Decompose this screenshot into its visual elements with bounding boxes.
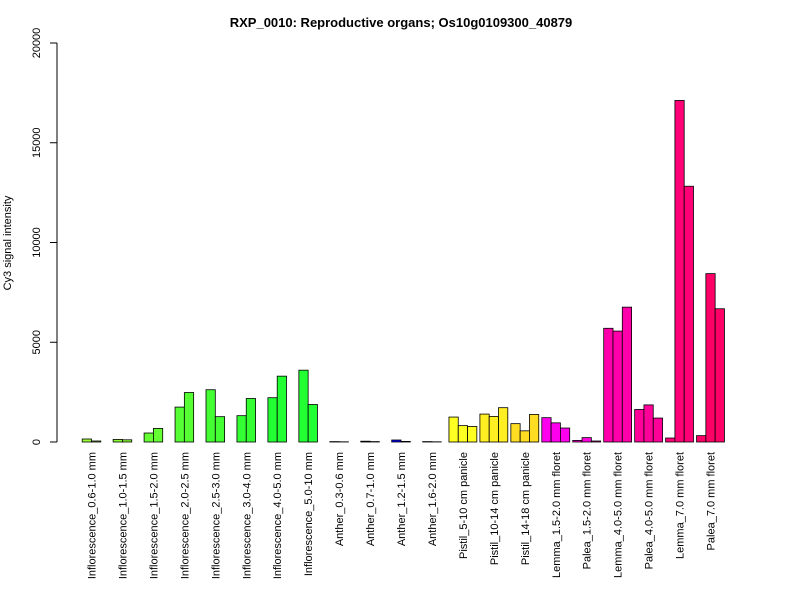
- y-tick-label: 15000: [31, 127, 43, 158]
- x-tick-label: Inflorescence_1.0-1.5 mm: [118, 452, 130, 579]
- bar: [612, 330, 623, 443]
- x-tick-label: Pistil_14-18 cm panicle: [520, 452, 532, 565]
- y-axis: 0 5000 10000 15000 20000: [31, 28, 58, 445]
- bar: [510, 423, 521, 443]
- x-tick-label: Pistil_10-14 cm panicle: [489, 452, 501, 565]
- bar: [152, 428, 164, 443]
- x-tick-label: Inflorescence_4.0-5.0 mm: [272, 452, 284, 579]
- bar: [457, 425, 468, 443]
- bar: [634, 409, 645, 443]
- bar: [488, 416, 499, 443]
- bar: [581, 437, 592, 443]
- bar: [360, 440, 371, 443]
- bars-group: [81, 100, 725, 443]
- bar: [479, 413, 490, 443]
- bar: [696, 435, 707, 443]
- y-tick-label: 5000: [31, 330, 43, 354]
- bar: [498, 407, 509, 443]
- x-tick-label: Lemma_7.0 mm floret: [675, 452, 687, 559]
- bar: [467, 426, 478, 443]
- bar: [236, 415, 247, 443]
- bar: [448, 416, 459, 443]
- y-axis-label: Cy3 signal intensity: [2, 195, 14, 290]
- x-tick-label: Inflorescence_2.0-2.5 mm: [179, 452, 191, 579]
- y-tick-label: 10000: [31, 227, 43, 258]
- bar: [245, 398, 256, 443]
- bar: [560, 427, 571, 443]
- x-tick-label: Inflorescence_0.6-1.0 mm: [87, 452, 99, 579]
- bar: [572, 439, 583, 443]
- bar: [400, 440, 411, 443]
- bar: [214, 416, 226, 443]
- x-tick-label: Palea_7.0 mm floret: [706, 452, 718, 550]
- x-labels-group: Inflorescence_0.6-1.0 mm Inflorescence_1.…: [87, 452, 718, 579]
- bar: [674, 100, 685, 443]
- bar: [643, 404, 654, 443]
- bar: [665, 437, 676, 443]
- bar: [112, 439, 123, 443]
- bar: [590, 440, 602, 443]
- y-tick-label: 20000: [31, 28, 43, 59]
- x-tick-label: Palea_4.0-5.0 mm floret: [644, 452, 656, 569]
- x-tick-label: Lemma_1.5-2.0 mm floret: [551, 452, 563, 578]
- chart-title: RXP_0010: Reproductive organs; Os10g0109…: [230, 15, 573, 30]
- bar: [122, 439, 133, 443]
- x-tick-label: Pistil_5-10 cm panicle: [458, 452, 470, 559]
- bar: [621, 306, 632, 443]
- bar: [603, 327, 614, 443]
- x-tick-label: Inflorescence_3.0-4.0 mm: [241, 452, 253, 579]
- bar: [276, 375, 287, 443]
- x-tick-label: Palea_1.5-2.0 mm floret: [582, 452, 594, 569]
- bar: [529, 414, 540, 443]
- bar: [298, 369, 309, 443]
- bar: [541, 417, 552, 443]
- bar: [267, 397, 278, 443]
- y-tick-label: 0: [31, 439, 43, 445]
- x-tick-label: Anther_1.6-2.0 mm: [427, 452, 439, 546]
- bar: [174, 406, 185, 443]
- bar: [307, 404, 318, 443]
- bar: [519, 430, 530, 443]
- bar: [714, 308, 725, 443]
- x-tick-label: Anther_0.7-1.0 mm: [365, 452, 377, 546]
- x-tick-label: Inflorescence_2.5-3.0 mm: [210, 452, 222, 579]
- bar: [550, 422, 561, 443]
- bar: [205, 389, 216, 443]
- x-tick-label: Anther_1.2-1.5 mm: [396, 452, 408, 546]
- x-tick-label: Inflorescence_5.0-10 mm: [303, 452, 315, 576]
- bar: [91, 440, 102, 443]
- bar: [652, 417, 663, 443]
- bar: [143, 432, 154, 443]
- bar: [683, 185, 694, 443]
- x-tick-label: Inflorescence_1.5-2.0 mm: [148, 452, 160, 579]
- bar: [81, 438, 92, 443]
- x-tick-label: Lemma_4.0-5.0 mm floret: [613, 452, 625, 578]
- bar: [183, 392, 195, 443]
- bar: [705, 273, 716, 443]
- x-tick-label: Anther_0.3-0.6 mm: [334, 452, 346, 546]
- bar: [391, 439, 402, 443]
